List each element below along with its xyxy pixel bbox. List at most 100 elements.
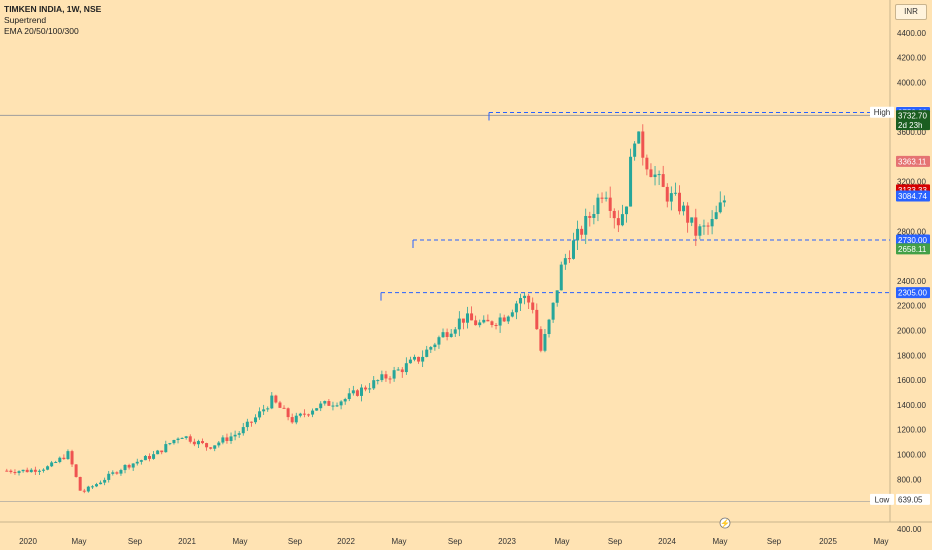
candle-body <box>245 421 249 428</box>
candle-body <box>547 319 551 335</box>
candle-body <box>673 192 677 194</box>
candle-body <box>160 450 164 453</box>
price-tag-label: High <box>874 108 890 117</box>
candle-body <box>677 192 681 212</box>
y-tick-label: 2800.00 <box>897 227 926 236</box>
candle-body <box>33 469 37 472</box>
candle-body <box>70 451 74 465</box>
candle-body <box>152 454 156 459</box>
candle-body <box>196 441 200 445</box>
candle-body <box>457 318 461 330</box>
candle-body <box>205 443 209 448</box>
candle-body <box>315 408 319 411</box>
candle-body <box>596 197 600 214</box>
candle-body <box>74 464 78 477</box>
candle-body <box>286 408 290 418</box>
candle-body <box>523 295 527 299</box>
candle-body <box>531 302 535 310</box>
candle-body <box>78 476 82 491</box>
candle-body <box>380 374 384 381</box>
candle-body <box>99 482 103 485</box>
candle-body <box>339 401 343 406</box>
candle-body <box>294 415 298 423</box>
candle-body <box>200 441 204 444</box>
candle-body <box>718 202 722 213</box>
y-tick-label: 1000.00 <box>897 451 926 460</box>
y-tick-label: 3200.00 <box>897 178 926 187</box>
candle-body <box>514 303 518 313</box>
symbol-title: TIMKEN INDIA, 1W, NSE <box>4 4 102 14</box>
price-badge-label: 3732.70 <box>898 112 927 121</box>
candle-body <box>221 437 225 443</box>
candle-body <box>111 472 115 474</box>
candle-body <box>164 444 168 453</box>
price-badge-label: 639.05 <box>898 495 923 504</box>
candle-body <box>421 356 425 362</box>
candle-body <box>62 457 66 460</box>
x-tick-label: 2025 <box>819 537 837 546</box>
candle-body <box>180 437 184 439</box>
candle-body <box>722 200 726 203</box>
candle-body <box>408 359 412 364</box>
candle-body <box>453 329 457 334</box>
candle-body <box>637 131 641 144</box>
candle-body <box>355 390 359 396</box>
candle-body <box>135 461 139 464</box>
price-badge-label: 2658.11 <box>898 245 927 254</box>
candle-body <box>302 413 306 415</box>
candle-body <box>351 390 355 394</box>
candle-body <box>17 471 21 473</box>
candle-body <box>86 486 90 492</box>
candle-body <box>527 295 531 303</box>
candle-body <box>706 225 710 227</box>
y-tick-label: 2400.00 <box>897 277 926 286</box>
price-tag-low <box>870 493 894 505</box>
candle-body <box>217 442 221 446</box>
candle-body <box>359 387 363 396</box>
candle-body <box>433 344 437 348</box>
ema-indicator-label[interactable]: EMA 20/50/100/300 <box>4 26 79 36</box>
candle-body <box>624 206 628 215</box>
candle-body <box>82 490 86 492</box>
candle-body <box>213 445 217 449</box>
candle-body <box>131 463 135 468</box>
candle-body <box>620 214 624 226</box>
candle-body <box>429 347 433 350</box>
x-tick-label: May <box>71 537 86 546</box>
supertrend-indicator-label[interactable]: Supertrend <box>4 15 47 25</box>
candle-body <box>506 316 510 322</box>
candle-body <box>633 143 637 157</box>
candle-body <box>441 332 445 338</box>
candle-body <box>396 369 400 371</box>
candle-body <box>331 405 335 407</box>
candle-body <box>103 479 107 483</box>
candle-body <box>258 411 262 418</box>
candle-body <box>253 417 257 423</box>
candle-body <box>168 443 172 445</box>
candle-body <box>13 472 17 474</box>
candle-body <box>172 439 176 444</box>
candle-body <box>58 457 62 463</box>
currency-button[interactable]: INR <box>895 4 927 20</box>
candle-body <box>323 401 327 404</box>
candle-body <box>343 399 347 402</box>
candle-body <box>306 414 310 416</box>
candle-body <box>9 470 13 473</box>
candle-body <box>123 464 127 471</box>
candle-body <box>580 228 584 235</box>
candle-body <box>282 407 286 409</box>
candle-body <box>400 369 404 373</box>
event-lightning-icon[interactable] <box>719 517 731 529</box>
candle-body <box>478 322 482 326</box>
candle-body <box>388 378 392 380</box>
x-tick-label: May <box>232 537 247 546</box>
candle-body <box>225 437 229 441</box>
candle-body <box>698 226 702 236</box>
candle-body <box>502 317 506 322</box>
candle-body <box>559 264 563 291</box>
candle-body <box>518 298 522 304</box>
x-tick-label: May <box>873 537 888 546</box>
candle-body <box>37 470 41 472</box>
candle-body <box>278 402 282 408</box>
